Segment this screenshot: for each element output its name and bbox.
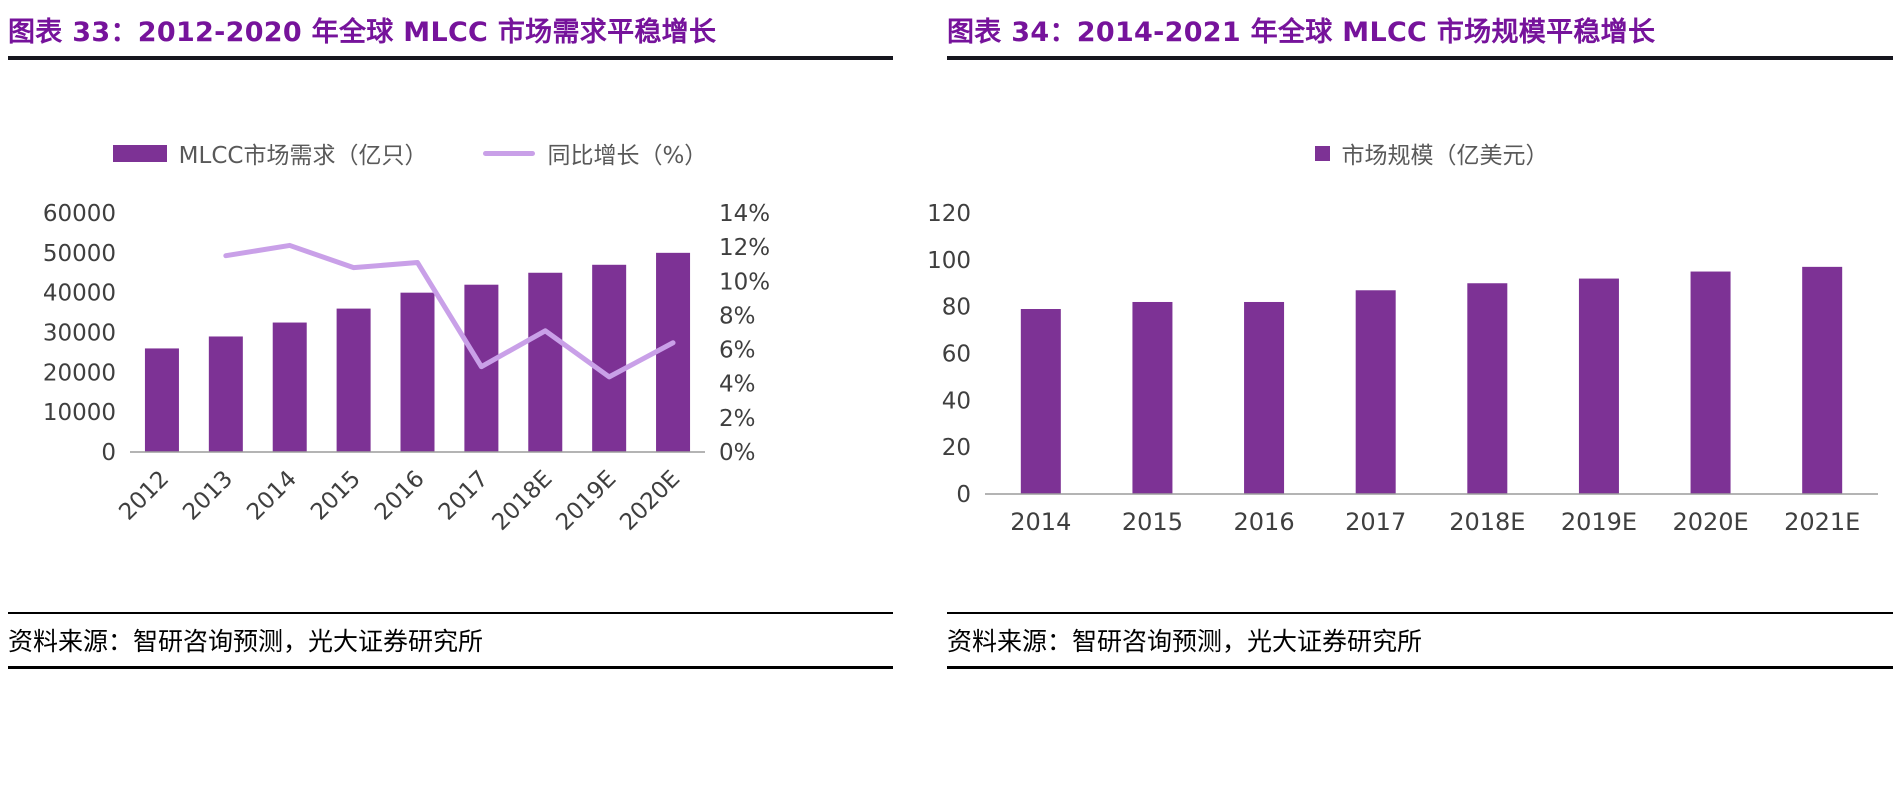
legend-label-demand: MLCC市场需求（亿只） [178,143,428,169]
y-axis-tick-label: 40000 [43,281,116,307]
x-axis-category-label: 2015 [1122,508,1183,536]
x-axis-category-label: 2016 [1234,508,1295,536]
y-axis-tick-label: 60 [942,342,971,368]
secondary-y-axis-tick-label: 12% [719,235,770,261]
y-axis-tick-label: 0 [101,440,116,466]
bar [272,322,307,452]
y-axis-tick-label: 80 [942,295,971,321]
legend-item-market-size: 市场规模（亿美元） [1314,136,1549,170]
secondary-y-axis-tick-label: 10% [719,269,770,295]
source-note-left: 资料来源：智研咨询预测，光大证券研究所 [8,627,484,656]
legend-item-growth: 同比增长（%） [483,136,707,170]
legend-left-chart: MLCC市场需求（亿只） 同比增长（%） [110,136,710,170]
bar [208,336,243,452]
x-axis-category-label: 2013 [178,466,238,526]
bar-series-swatch-icon [1314,145,1330,161]
legend-label-market-size: 市场规模（亿美元） [1341,143,1549,169]
source-rule-left [8,612,893,614]
y-axis-tick-label: 100 [927,248,971,274]
y-axis-tick-label: 30000 [43,321,116,347]
growth-line [223,242,676,380]
legend-item-demand: MLCC市场需求（亿只） [112,136,428,170]
legend-right-chart: 市场规模（亿美元） [985,136,1878,170]
secondary-y-axis-tick-label: 8% [719,303,756,329]
secondary-y-axis-tick-label: 6% [719,338,756,364]
x-axis-category-label: 2019E [1561,508,1637,536]
y-axis-tick-label: 50000 [43,241,116,267]
bottom-rule-left [8,666,893,669]
y-axis-tick-label: 60000 [43,201,116,227]
secondary-y-axis-tick-label: 2% [719,406,756,432]
bar [1244,301,1285,494]
bar [1578,278,1619,494]
title-rule-right [947,56,1893,60]
bar [1802,266,1843,494]
bar [528,272,563,452]
x-axis-category-label: 2018E [487,466,557,536]
x-axis-category-label: 2020E [615,466,685,536]
bar [144,348,179,452]
bar [592,264,627,452]
x-axis-category-label: 2014 [242,466,302,526]
y-axis-tick-label: 40 [942,388,971,414]
bar [656,252,691,452]
secondary-y-axis-tick-label: 4% [719,372,756,398]
x-axis-category-label: 2016 [370,466,430,526]
bar [336,308,371,452]
x-axis-category-label: 2019E [551,466,621,536]
x-axis-category-label: 2021E [1784,508,1860,536]
bar [1132,301,1173,494]
mlcc-demand-chart-canvas: 0 10000 20000 30000 40000 50000 60000 0% 2% 4% 6% 8… [43,201,770,536]
bar [1355,290,1396,494]
x-axis-category-label: 2014 [1010,508,1071,536]
y-axis-tick-label: 10000 [43,400,116,426]
x-axis-category-label: 2020E [1672,508,1748,536]
bottom-rule-right [947,666,1893,669]
figure-33-title: 图表 33：2012-2020 年全球 MLCC 市场需求平稳增长 [8,17,717,48]
bar [400,292,435,452]
title-rule-left [8,56,893,60]
source-note-right: 资料来源：智研咨询预测，光大证券研究所 [947,627,1423,656]
mlcc-market-size-chart-canvas: 0 20 40 60 80 100 120 2014 2015 2016 2017 2018E 2019… [927,201,1878,536]
y-axis-tick-label: 20 [942,435,971,461]
secondary-y-axis-tick-label: 14% [719,201,770,227]
bar [1690,271,1731,494]
x-axis-category-label: 2018E [1449,508,1525,536]
source-rule-right [947,612,1893,614]
bar [1020,309,1061,494]
y-axis-tick-label: 120 [927,201,971,227]
x-axis-category-label: 2017 [1345,508,1406,536]
x-axis-category-label: 2015 [306,466,366,526]
figure-34-title: 图表 34：2014-2021 年全球 MLCC 市场规模平稳增长 [947,17,1656,48]
x-axis-category-label: 2017 [434,466,494,526]
legend-label-growth: 同比增长（%） [547,143,708,169]
bar [1467,283,1508,494]
secondary-y-axis-tick-label: 0% [719,440,756,466]
x-axis-category-label: 2012 [114,466,174,526]
y-axis-tick-label: 0 [956,482,971,508]
bar-series-swatch-icon [112,144,167,162]
y-axis-tick-label: 20000 [43,360,116,386]
line-series-swatch-icon [483,150,536,156]
